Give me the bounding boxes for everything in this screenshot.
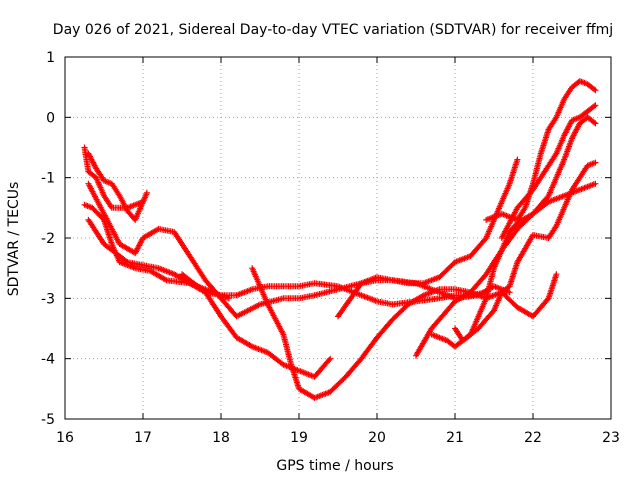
series-markers [498, 102, 599, 241]
x-tick-label: 17 [134, 430, 152, 446]
chart-title: Day 026 of 2021, Sidereal Day-to-day VTE… [53, 22, 613, 38]
x-tick-label: 21 [446, 430, 464, 446]
series-track-9 [413, 180, 599, 359]
x-tick-label: 18 [212, 430, 230, 446]
axis-ticks: 16 17 18 19 20 21 22 23 1 0 -1 -2 -3 -4 -5 [41, 50, 620, 446]
y-tick-label: -3 [41, 291, 55, 307]
y-axis-label: SDTVAR / TECUs [6, 182, 22, 297]
series-markers [85, 150, 150, 223]
x-tick-label: 20 [368, 430, 386, 446]
y-tick-label: -1 [41, 171, 55, 187]
series-track-13 [498, 102, 599, 241]
series-markers [452, 114, 599, 344]
series-track-6 [179, 271, 334, 380]
x-tick-label: 19 [290, 430, 308, 446]
y-tick-label: 0 [46, 110, 55, 126]
y-tick-label: -5 [41, 412, 55, 428]
series-markers [483, 78, 599, 223]
grid-lines [65, 57, 611, 419]
series-markers [179, 271, 334, 380]
y-tick-label: -4 [41, 352, 55, 368]
series-markers [413, 180, 599, 359]
y-tick-label: -2 [41, 231, 55, 247]
data-series [81, 78, 599, 401]
series-track-11 [452, 114, 599, 344]
series-track-1 [81, 144, 146, 211]
series-track-12 [483, 78, 599, 223]
x-tick-label: 23 [602, 430, 620, 446]
x-tick-label: 16 [56, 430, 74, 446]
series-track-2 [85, 150, 150, 223]
series-track-10 [428, 159, 599, 350]
x-tick-label: 22 [524, 430, 542, 446]
series-markers [81, 144, 146, 211]
y-tick-label: 1 [46, 50, 55, 66]
x-axis-label: GPS time / hours [276, 458, 393, 474]
series-markers [428, 159, 599, 350]
